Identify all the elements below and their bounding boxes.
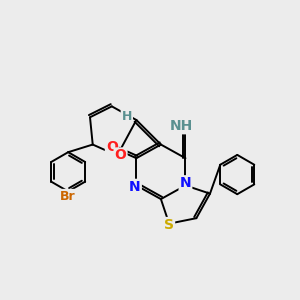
Text: N: N [129, 180, 141, 194]
Text: O: O [115, 148, 127, 163]
Text: H: H [122, 110, 132, 123]
Text: O: O [106, 140, 118, 154]
Text: N: N [180, 176, 191, 190]
Text: S: S [164, 218, 174, 232]
Text: NH: NH [170, 119, 193, 133]
Text: Br: Br [60, 190, 76, 203]
